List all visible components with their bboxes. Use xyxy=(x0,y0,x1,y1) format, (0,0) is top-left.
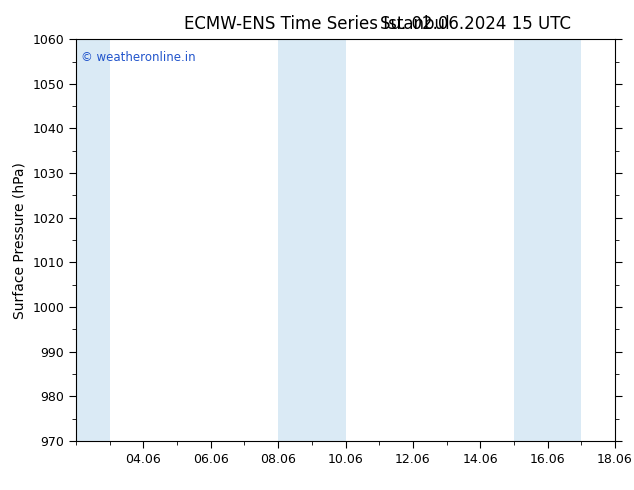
Text: Su. 02.06.2024 15 UTC: Su. 02.06.2024 15 UTC xyxy=(380,15,571,33)
Y-axis label: Surface Pressure (hPa): Surface Pressure (hPa) xyxy=(13,162,27,318)
Bar xyxy=(548,39,581,441)
Text: © weatheronline.in: © weatheronline.in xyxy=(81,51,196,64)
Text: ECMW-ENS Time Series Istanbul: ECMW-ENS Time Series Istanbul xyxy=(184,15,450,33)
Bar xyxy=(514,39,548,441)
Bar xyxy=(76,39,110,441)
Bar xyxy=(312,39,346,441)
Bar xyxy=(278,39,312,441)
